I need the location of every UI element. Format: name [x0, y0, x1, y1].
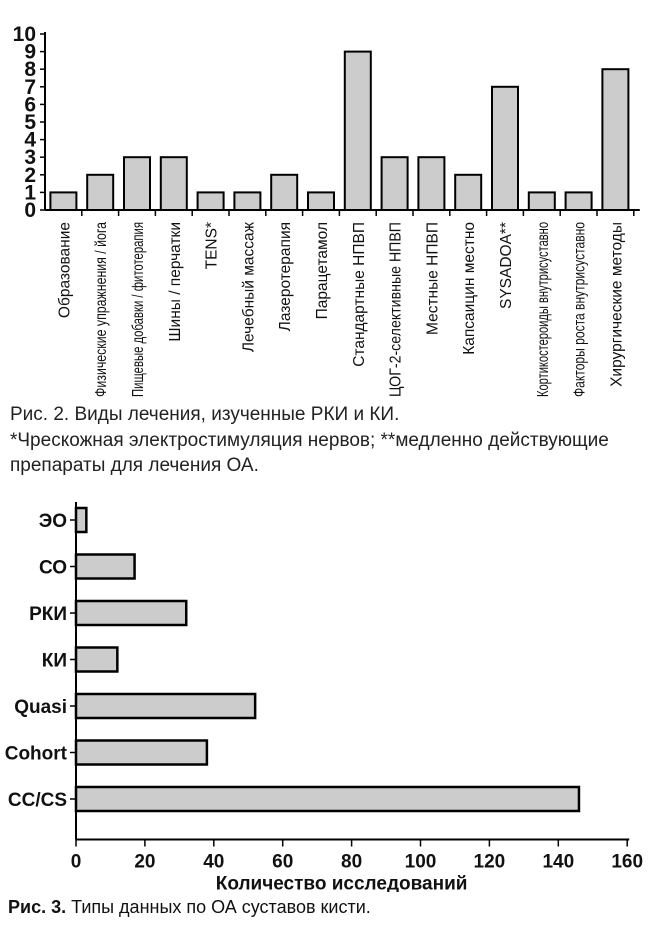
x-tick-label: 160: [611, 852, 643, 873]
bar: [564, 191, 593, 211]
bar: [380, 156, 409, 211]
figure-2-footnote: *Чрескожная электростимуляция нервов; **…: [10, 430, 609, 476]
bar: [86, 173, 115, 212]
figure-3-label: Рис. 3.: [8, 897, 67, 917]
figure-3-title: Типы данных по ОА суставов кисти.: [66, 897, 371, 917]
bar: [270, 173, 299, 212]
y-tick-label: 8: [24, 58, 36, 81]
category-label: Quasi: [14, 697, 67, 718]
x-tick-label: 100: [405, 852, 437, 873]
category-label: Шины / перчатки: [167, 222, 184, 342]
bar: [74, 599, 188, 627]
category-label: Капсаицин местно: [461, 222, 478, 355]
y-tick-label: 7: [24, 76, 36, 99]
category-label: Кортикостероиды внутрисуставно: [535, 222, 552, 397]
category-label: TENS*: [204, 222, 221, 269]
category-label: Пищевые добавки / фитотерапия: [130, 222, 147, 397]
category-label: ЭО: [39, 511, 67, 532]
category-label: Стандартные НПВП: [351, 222, 368, 367]
y-tick-label: 5: [24, 111, 36, 134]
bar: [74, 692, 257, 720]
bar: [417, 156, 446, 211]
bar: [491, 85, 519, 211]
bar: [454, 173, 483, 212]
x-tick-label: 120: [474, 852, 506, 873]
x-axis-label: Количество исследований: [216, 874, 468, 893]
bar: [74, 553, 136, 580]
bar: [601, 68, 630, 211]
bar: [343, 50, 372, 211]
x-tick-label: 0: [71, 852, 82, 873]
category-label: Cohort: [5, 744, 68, 765]
y-tick-label: 3: [24, 146, 36, 169]
category-label: Местные НПВП: [424, 222, 441, 335]
y-tick-label: 4: [24, 129, 36, 152]
category-label: Факторы роста внутрисуставно: [572, 222, 589, 397]
category-label: ЦОГ-2-селективные НПВП: [388, 222, 405, 397]
bar: [74, 785, 581, 813]
y-tick-label: 2: [24, 164, 36, 187]
bar: [74, 646, 119, 673]
category-label: РКИ: [29, 604, 67, 625]
category-label: Парацетамол: [314, 222, 331, 319]
category-label: CC/CS: [8, 790, 67, 811]
bar: [74, 506, 88, 534]
bar: [233, 191, 262, 211]
x-tick-label: 20: [134, 852, 155, 873]
category-label: Лазеротерапия: [277, 222, 294, 331]
bar: [159, 156, 188, 211]
category-label: Образование: [56, 222, 73, 318]
category-label: Физические упражнения / йога: [93, 222, 110, 397]
y-tick-label: 6: [24, 93, 36, 116]
y-tick-label: 9: [24, 41, 36, 64]
x-tick-label: 40: [203, 852, 224, 873]
y-tick-label: 1: [24, 181, 36, 204]
figure-2-caption: Рис. 2. Виды лечения, изученные РКИ и КИ…: [10, 404, 400, 425]
x-tick-label: 80: [341, 852, 362, 873]
x-tick-label: 140: [542, 852, 574, 873]
x-tick-label: 60: [272, 852, 293, 873]
category-label: SYSADOA**: [498, 222, 515, 309]
bar: [74, 739, 209, 766]
y-tick-label: 10: [13, 23, 36, 46]
bar: [123, 156, 151, 211]
bar: [196, 191, 225, 211]
category-label: Лечебный массаж: [240, 221, 257, 352]
data-types-bar-chart: ЭО СО РКИ КИ Quasi Cohort CC/CS 0 20 40 60 80 100 120…: [5, 502, 643, 893]
bar: [49, 191, 78, 211]
bar: [527, 191, 556, 211]
category-label: Хирургические методы: [608, 222, 625, 387]
category-label: СО: [39, 558, 67, 579]
category-label: КИ: [42, 651, 67, 672]
figure-3-caption: Рис. 3. Типы данных по ОА суставов кисти…: [8, 897, 371, 918]
bar: [307, 191, 335, 211]
y-tick-label: 0: [24, 199, 36, 222]
